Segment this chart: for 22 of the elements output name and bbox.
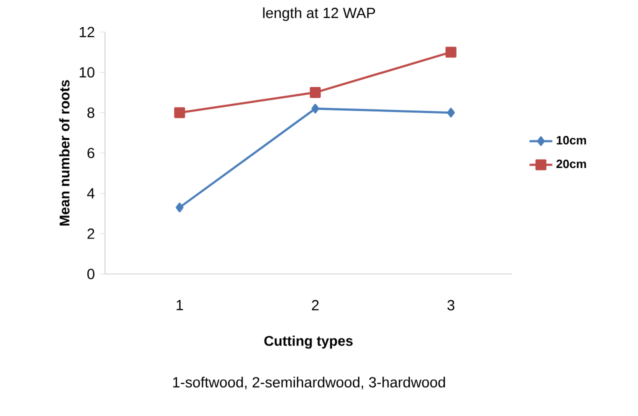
- y-tick-label: 4: [87, 188, 95, 198]
- point: [310, 87, 321, 98]
- y-tick-label: 10: [80, 67, 94, 78]
- point: [311, 104, 320, 114]
- x-tick-label: 1: [176, 300, 183, 310]
- legend-label: 10cm: [556, 136, 586, 144]
- x-axis-title: Cutting types: [264, 336, 353, 349]
- x-tick-label: 2: [312, 300, 319, 310]
- y-tick-label: 8: [87, 107, 94, 118]
- point: [447, 108, 455, 118]
- legend-label: 20cm: [556, 160, 586, 168]
- point: [174, 107, 186, 118]
- x-tick-label: 3: [447, 300, 454, 310]
- y-tick-label: 12: [80, 26, 94, 38]
- chart-title: length at 12 WAP: [263, 7, 376, 22]
- y-tick-label: 0: [87, 268, 94, 280]
- point: [445, 46, 456, 58]
- y-tick-label: 2: [88, 228, 94, 239]
- point: [176, 202, 184, 212]
- text: 1-softwood, 2-semihardwood, 3-hardwood: [173, 376, 445, 390]
- y-tick-label: 6: [88, 148, 94, 158]
- y-axis-title: Mean number of roots: [59, 80, 70, 226]
